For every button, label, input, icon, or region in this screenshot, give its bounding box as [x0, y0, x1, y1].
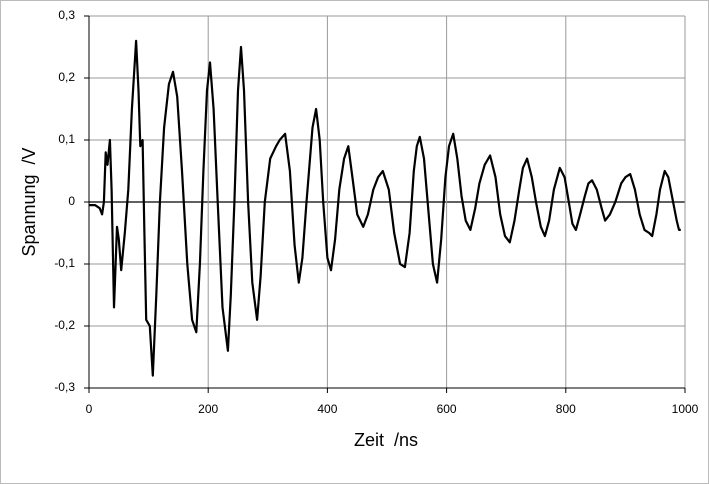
- x-tick-label: 400: [317, 402, 337, 416]
- x-tick-label: 600: [437, 402, 457, 416]
- y-axis-title: Spannung /V: [19, 147, 39, 256]
- x-tick-label: 0: [86, 402, 93, 416]
- y-tick-label: -0,1: [54, 256, 75, 270]
- data-line: [89, 39, 681, 377]
- y-tick-label: -0,2: [54, 318, 75, 332]
- y-tick-label: 0,3: [58, 8, 75, 22]
- y-tick-label: 0,2: [58, 70, 75, 84]
- y-tick-label: 0: [68, 194, 75, 208]
- y-tick-label: -0,3: [54, 380, 75, 394]
- x-tick-label: 200: [198, 402, 218, 416]
- x-tick-label: 1000: [672, 402, 699, 416]
- x-tick-label: 800: [556, 402, 576, 416]
- x-axis-title: Zeit /ns: [354, 430, 418, 450]
- y-tick-label: 0,1: [58, 132, 75, 146]
